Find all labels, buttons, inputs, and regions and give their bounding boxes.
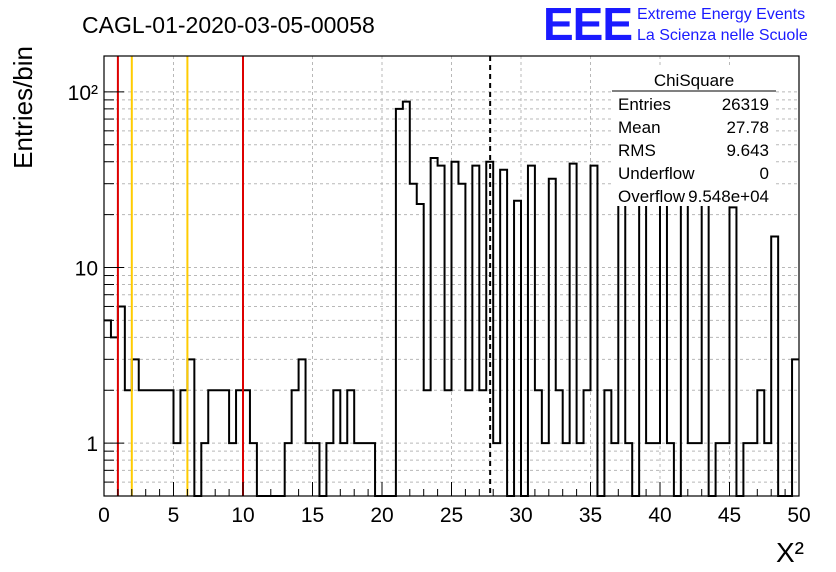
stats-title: ChiSquare: [654, 71, 734, 90]
stats-row-label: Underflow: [618, 164, 695, 183]
stats-row: Underflow 0: [618, 164, 769, 183]
histogram-bin: [570, 164, 577, 496]
histogram-bin: [730, 207, 737, 496]
stats-row-value: 26319: [722, 95, 769, 114]
histogram-bin: [431, 158, 438, 496]
stats-row-label: Mean: [618, 118, 661, 137]
eee-logo: EEE Extreme Energy Events La Scienza nel…: [543, 0, 808, 50]
histogram-bin: [187, 359, 194, 496]
stats-row: Entries 26319: [618, 95, 769, 114]
stats-row-value: 27.78: [726, 118, 769, 137]
y-tick-label: 10²: [68, 82, 98, 105]
x-tick-label: 30: [509, 504, 532, 527]
histogram-bin: [132, 359, 139, 496]
histogram-bin: [681, 201, 688, 496]
histogram-step-line: [104, 100, 799, 497]
histogram-bin: [528, 166, 535, 496]
histogram-bin: [410, 184, 417, 496]
stats-row-value: 9.643: [726, 141, 769, 160]
histogram-bin: [639, 189, 646, 496]
histogram-bin: [104, 320, 111, 496]
y-tick-labels: 1 10 10²: [68, 82, 98, 456]
histogram-bin: [792, 359, 799, 496]
histogram-outline: [104, 100, 799, 497]
histogram-bin: [472, 166, 479, 496]
histogram-bin: [660, 189, 667, 496]
histogram-bin: [500, 170, 507, 496]
stats-box-background: [612, 66, 776, 206]
histogram-bin: [618, 168, 625, 496]
x-axis-label: X²: [776, 537, 804, 568]
stats-row-label: Overflow: [618, 187, 686, 206]
eee-logo-line2: La Scienza nelle Scuole: [637, 27, 808, 44]
histogram-bin: [417, 204, 424, 496]
eee-logo-line1: Extreme Energy Events: [637, 6, 805, 23]
x-tick-label: 35: [579, 504, 602, 527]
histogram-bin: [396, 109, 403, 496]
x-tick-label: 25: [440, 504, 463, 527]
stats-row: Mean 27.78: [618, 118, 769, 137]
eee-logo-letters: EEE: [543, 0, 632, 50]
stats-row-value: 0: [760, 164, 769, 183]
y-tick-label: 10: [75, 257, 98, 280]
histogram-bin: [458, 184, 465, 496]
run-title: CAGL-01-2020-03-05-00058: [82, 12, 375, 38]
histogram-bin: [591, 166, 598, 496]
marker-lines: [116, 56, 492, 496]
x-tick-label: 0: [98, 504, 110, 527]
y-axis-label: Entries/bin: [8, 46, 38, 169]
stats-box: ChiSquare Entries 26319 Mean 27.78 RMS 9.643 U…: [612, 66, 776, 206]
x-tick-label: 15: [301, 504, 324, 527]
histogram-bin: [118, 306, 125, 496]
histogram-bin: [111, 337, 118, 496]
stats-row-label: RMS: [618, 141, 656, 160]
histogram-bin: [514, 201, 521, 496]
histogram-bin: [299, 359, 306, 496]
histogram-bin: [438, 166, 445, 496]
x-tick-label: 5: [168, 504, 180, 527]
stats-row: Overflow 9.548e+04: [618, 187, 769, 206]
stats-row: RMS 9.643: [618, 141, 769, 160]
stats-row-value: 9.548e+04: [688, 187, 769, 206]
y-tick-label: 1: [86, 433, 98, 456]
stats-row-label: Entries: [618, 95, 671, 114]
x-tick-label: 45: [718, 504, 741, 527]
x-tick-label: 40: [648, 504, 671, 527]
x-tick-labels: 0 5 10 15 20 25 30 35 40 45 50: [98, 504, 811, 527]
x-tick-label: 10: [231, 504, 254, 527]
x-tick-label: 50: [787, 504, 810, 527]
x-tick-label: 20: [370, 504, 393, 527]
histogram-bin: [403, 102, 410, 496]
histogram-bin: [452, 162, 459, 496]
axis-ticks: [103, 91, 800, 497]
